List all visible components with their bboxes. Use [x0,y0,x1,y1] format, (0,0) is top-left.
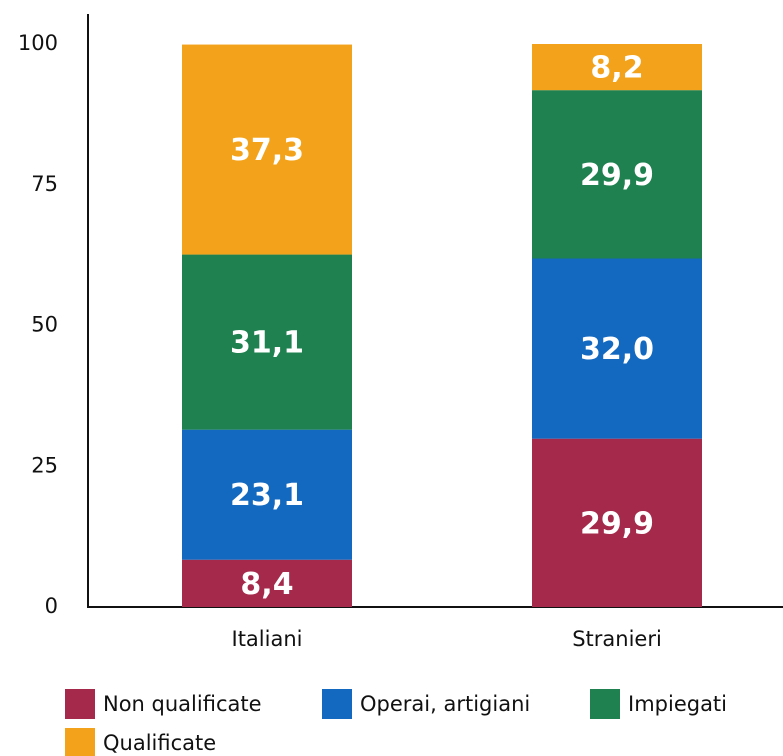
y-tick-label: 50 [31,313,58,337]
legend-swatch [65,728,95,756]
legend-label: Non qualificate [103,692,262,716]
bar-segment [532,90,702,259]
value-label: 32,0 [580,332,654,367]
value-label: 37,3 [230,133,304,168]
y-tick-label: 100 [18,31,58,55]
legend-swatch [65,689,95,719]
x-tick-label: Stranieri [572,627,662,651]
y-tick-label: 75 [31,172,58,196]
legend-swatch [322,689,352,719]
value-label: 8,2 [590,51,643,86]
y-tick-label: 25 [31,453,58,477]
legend-swatch [590,689,620,719]
bar-segment [532,44,702,91]
legend-label: Qualificate [103,731,216,755]
value-label: 8,4 [240,567,293,602]
value-label: 23,1 [230,478,304,513]
value-label: 29,9 [580,506,654,541]
bar-segment [532,438,702,607]
x-tick-label: Italiani [232,627,303,651]
bar-segment [182,429,352,560]
legend-label: Operai, artigiani [360,692,530,716]
bar-segment [532,258,702,439]
bar-segment [182,44,352,255]
y-tick-label: 0 [45,594,58,618]
bar-segment [182,559,352,607]
value-label: 31,1 [230,326,304,361]
legend-label: Impiegati [628,692,727,716]
bar-segment [182,254,352,430]
value-label: 29,9 [580,158,654,193]
